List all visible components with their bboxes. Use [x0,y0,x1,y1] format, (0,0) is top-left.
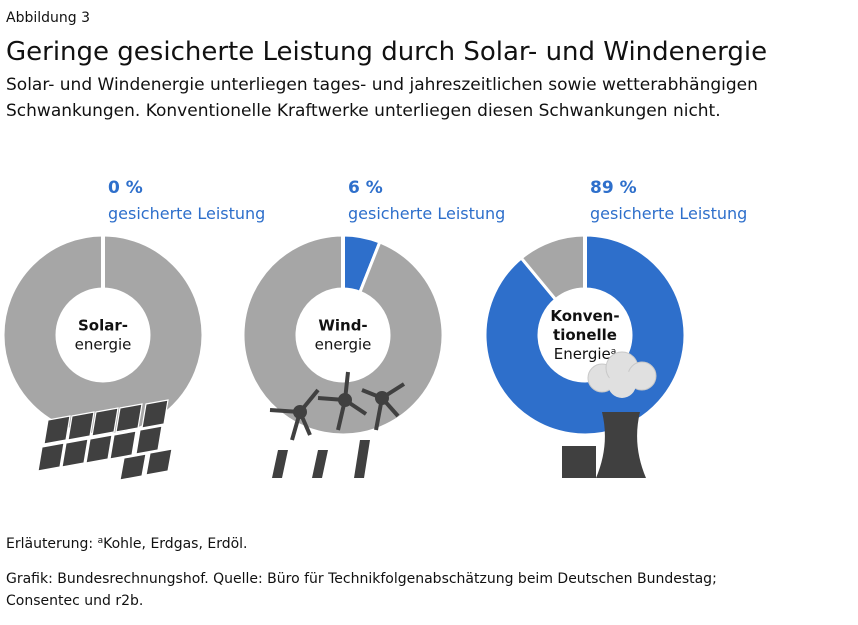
center-label-text: energie [315,336,372,354]
donut-remainder [1,233,205,437]
footnote: Erläuterung: aKohle, Erdgas, Erdöl. [6,536,248,552]
center-label: Energiea [554,345,617,363]
center-label: energie [315,336,372,354]
subtitle: Solar- und Windenergie unterliegen tages… [6,75,758,95]
center-label-text: Solar- [78,317,128,335]
center-label: tionelle [553,326,617,344]
figure-label: Abbildung 3 [6,10,90,26]
center-label: Solar- [78,317,128,335]
center-label-text: Wind- [318,317,367,335]
solar-icon [37,399,173,481]
center-label: energie [75,336,132,354]
center-label: Wind- [318,317,367,335]
title: Geringe gesicherte Leistung durch Solar-… [6,37,767,67]
center-label-text: Energie [554,345,611,363]
caption: gesicherte Leistung [348,204,505,223]
caption: gesicherte Leistung [108,204,265,223]
value-label: 89 % [590,178,637,198]
center-label-text: tionelle [553,326,617,344]
donut-chart: 0 % gesicherte Leistung Solar-energie [1,178,265,437]
footnote-mark: a [98,536,104,546]
subtitle: Schwankungen. Konventionelle Kraftwerke … [6,101,721,121]
caption: gesicherte Leistung [590,204,747,223]
center-label-text: Konven- [550,307,619,325]
source: Consentec und r2b. [6,593,143,609]
donut-chart: 6 % gesicherte Leistung Wind-energie [241,178,505,437]
plant-icon [562,351,657,478]
center-label: Konven- [550,307,619,325]
wind-icon [269,371,406,478]
center-note: a [611,347,617,357]
footnote-text: Kohle, Erdgas, Erdöl. [103,536,247,552]
donut-remainder [241,233,445,437]
source: Grafik: Bundesrechnungshof. Quelle: Büro… [6,571,717,587]
value-label: 6 % [348,178,383,198]
value-label: 0 % [108,178,143,198]
footnote-prefix: Erläuterung: [6,536,98,552]
center-label-text: energie [75,336,132,354]
